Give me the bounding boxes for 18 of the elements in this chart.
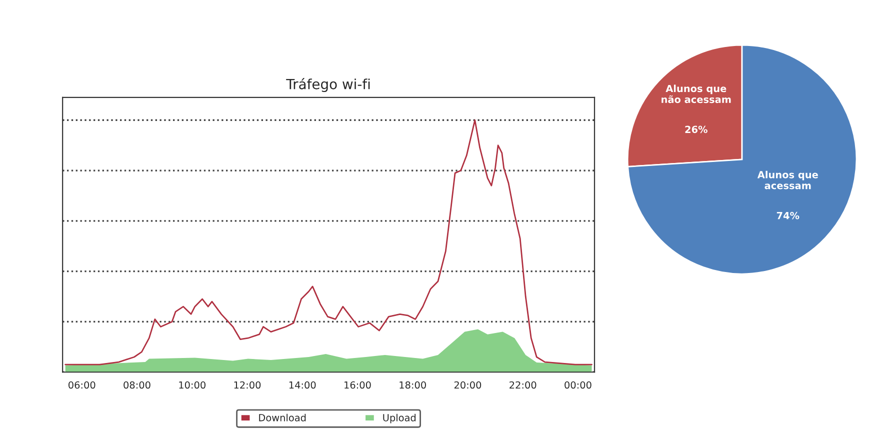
x-tick-label: 20:00 — [454, 381, 482, 389]
pie-slice — [627, 44, 858, 275]
slice-label: Alunos que não acessam — [662, 84, 731, 104]
x-tick-label: 06:00 — [68, 381, 96, 389]
x-tick-label: 00:00 — [564, 381, 592, 389]
data-label: 26% — [685, 126, 708, 134]
x-tick-label: 16:00 — [344, 381, 371, 389]
x-tick-label: 18:00 — [400, 381, 426, 389]
legend-label: Upload — [383, 414, 416, 424]
data-label: 74% — [776, 212, 800, 220]
x-tick-label: 12:00 — [234, 381, 261, 389]
x-tick-label: 08:00 — [124, 381, 150, 389]
slice-label: Alunos que acessam — [757, 170, 818, 190]
x-tick-label: 10:00 — [179, 381, 206, 389]
legend-label: Download — [259, 414, 306, 422]
x-tick-label: 14:00 — [289, 381, 316, 389]
chart-title: Tráfego wi-fi — [286, 78, 370, 92]
x-tick-label: 22:00 — [510, 381, 536, 389]
